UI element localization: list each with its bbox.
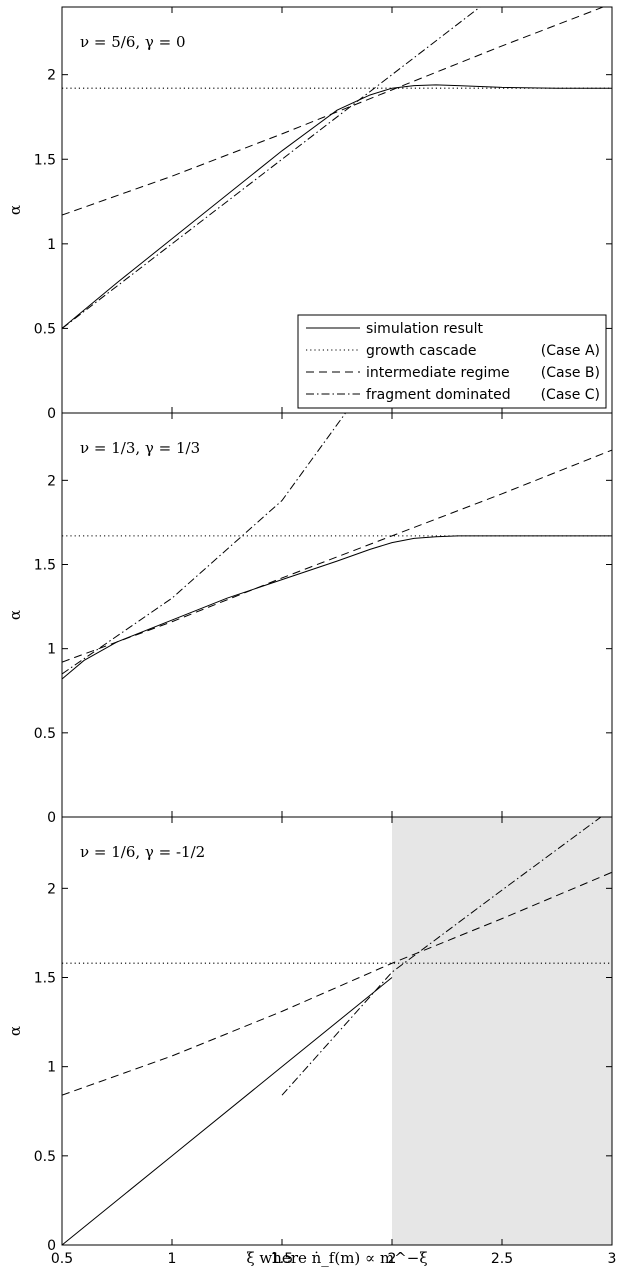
series-dashdot-p3: [281, 817, 602, 1096]
x-axis-label: ξ where ṅ_f(m) ∝ m^−ξ: [246, 1249, 427, 1267]
series-dashed-p1: [62, 7, 605, 216]
y-tick-label: 1.5: [34, 971, 56, 987]
y-tick-label: 0.5: [34, 321, 56, 337]
series-dashdot-p1: [62, 7, 481, 329]
panel-label: ν = 1/3, γ = 1/3: [80, 439, 200, 457]
series-dashdot-p2: [62, 413, 347, 675]
y-tick-label: 2: [47, 881, 56, 897]
y-tick-label: 2: [47, 68, 56, 84]
series-dashed-p3: [62, 871, 612, 1096]
series-solid-p1: [62, 84, 612, 329]
y-tick-label: 1.5: [34, 152, 56, 168]
y-axis-label: α: [6, 205, 24, 215]
y-tick-label: 1: [47, 1060, 56, 1076]
y-tick-label: 2: [47, 473, 56, 489]
y-tick-label: 0.5: [34, 1149, 56, 1165]
series-solid-p3: [62, 977, 393, 1245]
x-tick-label: 0.5: [51, 1251, 73, 1267]
panel-2: 0 0.5 1 1.5 2 ν = 1/3, γ = 1/3 α: [6, 412, 613, 826]
shaded-region: [392, 817, 612, 1245]
legend-case: (Case A): [541, 343, 600, 359]
x-tick-label: 1: [168, 1251, 177, 1267]
x-tick-label: 2.5: [491, 1251, 513, 1267]
y-axis-label: α: [6, 1026, 24, 1036]
x-tick-label: 1.5: [271, 1251, 293, 1267]
y-axis-label: α: [6, 610, 24, 620]
legend-entry: simulation result: [366, 321, 484, 337]
series-dashed-p2: [62, 449, 612, 663]
x-tick-label: 3: [608, 1251, 617, 1267]
legend-entry: fragment dominated: [366, 387, 511, 403]
y-tick-label: 0: [47, 1238, 56, 1254]
legend-case: (Case B): [541, 365, 600, 381]
y-tick-label: 1: [47, 237, 56, 253]
panel-label: ν = 1/6, γ = -1/2: [80, 843, 205, 861]
panel-3: 00.511.520.5 1 1.5 2 2.5 3ν = 1/6, γ = -1/2α: [6, 816, 617, 1267]
legend-case: (Case C): [541, 387, 600, 403]
legend-entry: growth cascade: [366, 343, 477, 359]
legend-entry: intermediate regime: [366, 365, 510, 381]
series-solid-p2: [62, 535, 612, 680]
plot-frame: [61, 412, 613, 818]
x-tick-label: 2: [388, 1251, 397, 1267]
plot-frame: [61, 816, 613, 1246]
y-tick-label: 0: [47, 406, 56, 422]
y-tick-label: 0: [47, 810, 56, 826]
legend: simulation result growth cascade (Case A) i…: [297, 314, 607, 409]
y-tick-label: 1.5: [34, 558, 56, 574]
y-tick-label: 0.5: [34, 726, 56, 742]
panel-label: ν = 5/6, γ = 0: [80, 33, 186, 51]
y-tick-label: 1: [47, 642, 56, 658]
